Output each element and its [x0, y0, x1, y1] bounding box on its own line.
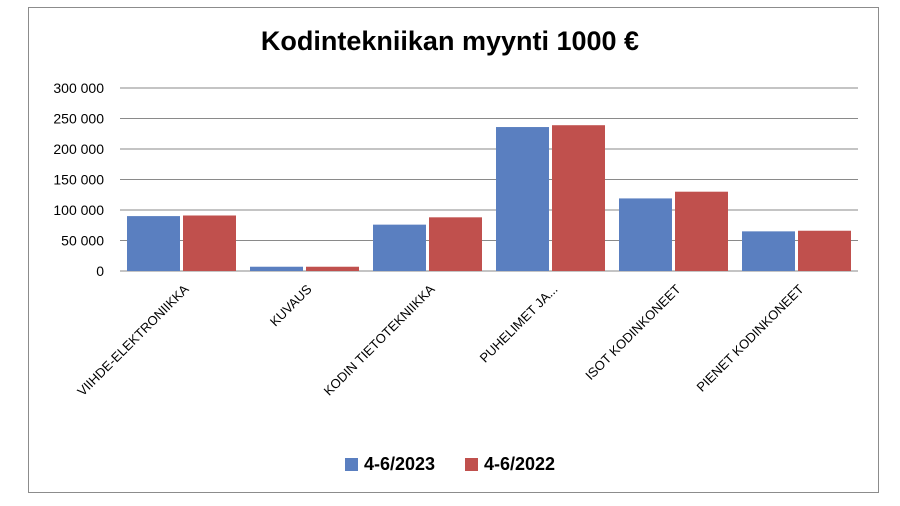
- bar-2023: [742, 231, 795, 271]
- y-tick-label: 300 000: [53, 80, 104, 96]
- y-axis-ticks: 0 50 000 100 000 150 000 200 000 250 000 300 0…: [53, 80, 104, 279]
- legend-label-2022: 4-6/2022: [484, 454, 556, 474]
- y-tick-label: 150 000: [53, 172, 104, 188]
- y-tick-label: 250 000: [53, 111, 104, 127]
- legend-item-2023: 4-6/2023: [344, 454, 435, 475]
- x-category-label: VIIHDE-ELEKTRONIIKKA: [74, 281, 192, 399]
- y-tick-label: 0: [96, 263, 104, 279]
- bar-2023: [496, 127, 549, 271]
- x-category-label: KODIN TIETOTEKNIIKKA: [321, 281, 438, 398]
- gridlines: [120, 87, 858, 272]
- bar-2023: [127, 216, 180, 271]
- x-axis-labels: VIIHDE-ELEKTRONIIKKA KUVAUS KODIN TIETOTEK…: [74, 281, 806, 399]
- bar-2022: [675, 191, 728, 271]
- legend: 4-6/2023 4-6/2022: [0, 454, 900, 475]
- bar-2022: [306, 266, 359, 271]
- y-tick-label: 100 000: [53, 202, 104, 218]
- bar-2022: [429, 217, 482, 271]
- x-category-label: KUVAUS: [267, 281, 315, 329]
- bar-2022: [798, 230, 851, 271]
- x-category-label: PUHELIMET JA...: [477, 282, 561, 366]
- bar-2022: [552, 125, 605, 272]
- chart-title: Kodintekniikan myynti 1000 €: [260, 26, 640, 56]
- bar-2022: [183, 215, 236, 271]
- bar-2023: [250, 266, 303, 271]
- legend-swatch-2023: [344, 458, 358, 471]
- x-category-label: ISOT KODINKONEET: [582, 281, 683, 382]
- legend-swatch-2022: [465, 458, 478, 471]
- bars: [127, 125, 851, 272]
- bar-2023: [373, 224, 426, 271]
- y-tick-label: 50 000: [61, 233, 104, 249]
- y-tick-label: 200 000: [53, 141, 104, 157]
- bar-2023: [619, 198, 672, 271]
- legend-label-2023: 4-6/2023: [363, 454, 435, 474]
- x-category-label: PIENET KODINKONEET: [694, 281, 807, 394]
- legend-item-2022: 4-6/2022: [465, 454, 555, 475]
